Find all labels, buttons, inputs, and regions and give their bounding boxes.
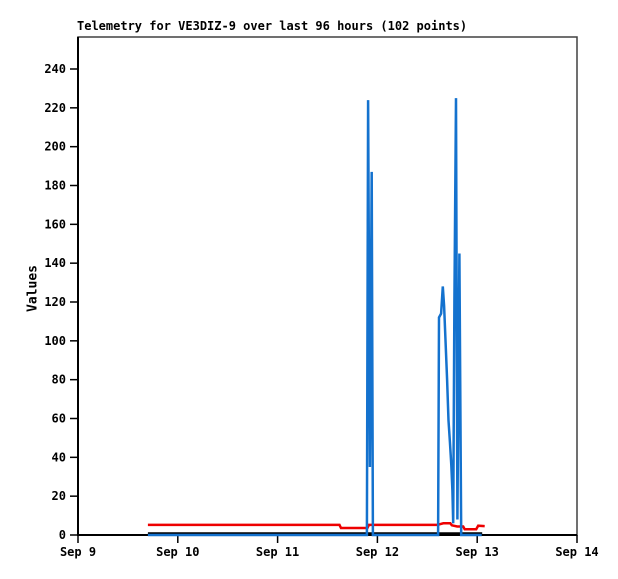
y-tick-label: 140 <box>44 256 66 270</box>
y-tick-label: 240 <box>44 62 66 76</box>
plot-border <box>77 36 578 536</box>
y-tick-label: 120 <box>44 295 66 309</box>
y-tick-label: 100 <box>44 334 66 348</box>
y-tick-label: 40 <box>52 450 66 464</box>
y-tick-label: 80 <box>52 373 66 387</box>
y-tick-label: 220 <box>44 101 66 115</box>
x-tick-label: Sep 13 <box>456 545 499 559</box>
y-tick-label: 20 <box>52 489 66 503</box>
y-tick-label: 60 <box>52 411 66 425</box>
chart-title: Telemetry for VE3DIZ-9 over last 96 hour… <box>77 19 468 33</box>
series-red-channel-line <box>147 522 485 531</box>
series-blue-channel-line <box>147 98 482 537</box>
x-tick-label: Sep 9 <box>60 545 96 559</box>
x-tick-label: Sep 12 <box>356 545 399 559</box>
x-tick-label: Sep 14 <box>555 545 598 559</box>
y-tick-label: 200 <box>44 140 66 154</box>
y-tick-label: 180 <box>44 178 66 192</box>
y-tick-label: 0 <box>59 528 66 542</box>
x-tick-label: Sep 10 <box>156 545 199 559</box>
axis-lines <box>77 37 577 536</box>
x-tick-label: Sep 11 <box>256 545 299 559</box>
y-tick-label: 160 <box>44 217 66 231</box>
